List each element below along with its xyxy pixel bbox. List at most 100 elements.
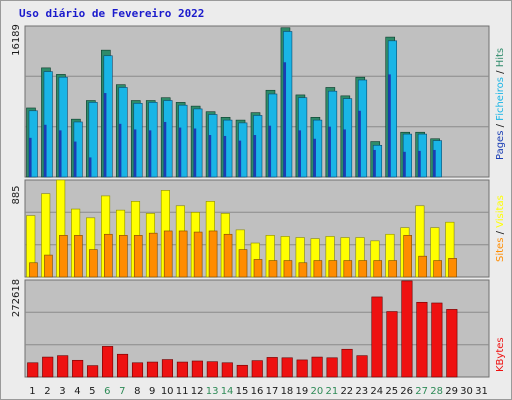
x-tick-label: 29 xyxy=(445,386,458,397)
bar-kbytes xyxy=(296,359,308,378)
bar-pages xyxy=(133,129,137,177)
bar-kbytes xyxy=(131,362,144,378)
x-tick-label: 17 xyxy=(266,386,279,397)
x-tick-label: 11 xyxy=(176,386,189,397)
x-tick-label: 23 xyxy=(355,386,368,397)
bar-sites xyxy=(59,235,68,278)
bar-kbytes xyxy=(236,364,248,378)
bar-pages xyxy=(238,140,242,177)
bar-pages xyxy=(28,137,32,177)
x-tick-label: 30 xyxy=(460,386,473,397)
x-tick-label: 7 xyxy=(119,386,125,397)
bar-pages xyxy=(328,126,331,177)
x-tick-label: 12 xyxy=(191,386,204,397)
bar-kbytes xyxy=(266,357,278,378)
bar-kbytes xyxy=(87,365,99,378)
bar-sites xyxy=(178,230,188,278)
bar-pages xyxy=(298,130,302,177)
bar-kbytes xyxy=(431,302,443,378)
y-max-label: 16189 xyxy=(11,24,22,56)
legend-kbytes: KBytes xyxy=(495,337,506,372)
bar-sites xyxy=(268,260,278,278)
x-tick-label: 6 xyxy=(104,386,110,397)
x-tick-label: 19 xyxy=(296,386,309,397)
x-tick-label: 21 xyxy=(325,386,338,397)
bar-kbytes xyxy=(27,362,39,378)
x-tick-label: 2 xyxy=(44,386,50,397)
bar-kbytes xyxy=(356,355,368,378)
bar-sites xyxy=(283,260,293,278)
bar-kbytes xyxy=(72,359,84,378)
x-tick-label: 15 xyxy=(236,386,249,397)
legend-entry: KBytes xyxy=(495,337,506,372)
bar-sites xyxy=(44,254,53,278)
bar-sites xyxy=(343,260,353,278)
legend-entry: Pages xyxy=(495,127,506,160)
x-tick-label: 25 xyxy=(385,386,398,397)
bar-sites xyxy=(118,235,128,278)
bar-files xyxy=(58,76,68,178)
chart-title: Uso diário de Fevereiro 2022 xyxy=(19,7,205,20)
bar-kbytes xyxy=(446,309,458,378)
legend-entry: / xyxy=(495,67,506,74)
bar-kbytes xyxy=(341,348,353,378)
bar-pages xyxy=(313,138,316,177)
x-tick-label: 1 xyxy=(29,386,35,397)
bar-kbytes xyxy=(326,357,338,378)
bar-sites xyxy=(433,260,442,278)
bar-sites xyxy=(193,231,203,278)
bar-kbytes xyxy=(116,353,129,378)
bar-sites xyxy=(89,249,98,278)
bar-pages xyxy=(148,130,152,177)
bar-sites xyxy=(358,260,368,278)
x-tick-label: 3 xyxy=(59,386,65,397)
bar-sites xyxy=(74,235,83,278)
x-tick-label: 18 xyxy=(281,386,294,397)
bar-sites xyxy=(208,230,218,278)
bar-sites xyxy=(418,255,427,278)
y-max-label: 885 xyxy=(11,185,22,204)
bar-sites xyxy=(403,235,412,278)
x-tick-label: 22 xyxy=(340,386,353,397)
bar-sites xyxy=(313,260,323,278)
bar-pages xyxy=(433,149,436,177)
x-tick-label: 8 xyxy=(134,386,140,397)
bar-pages xyxy=(268,125,272,177)
x-tick-label: 20 xyxy=(311,386,324,397)
bar-sites xyxy=(328,260,338,278)
bar-pages xyxy=(58,130,62,177)
x-tick-label: 9 xyxy=(149,386,155,397)
legend-entry: / xyxy=(495,121,506,128)
legend-entry: Ficheiros xyxy=(495,74,506,121)
bar-sites xyxy=(223,233,233,278)
bar-sites xyxy=(148,232,158,278)
x-tick-label: 27 xyxy=(415,386,428,397)
legend-entry: / xyxy=(495,228,506,235)
x-tick-label: 24 xyxy=(370,386,383,397)
bar-pages xyxy=(118,123,122,177)
bar-pages xyxy=(43,124,47,177)
bar-pages xyxy=(163,121,167,177)
bar-kbytes xyxy=(416,301,428,378)
x-tick-label: 14 xyxy=(221,386,234,397)
bar-kbytes xyxy=(221,362,233,378)
bar-pages xyxy=(88,157,92,177)
bar-files xyxy=(43,71,53,178)
bar-kbytes xyxy=(146,361,159,378)
bar-kbytes xyxy=(251,360,263,378)
bar-kbytes xyxy=(281,357,293,378)
bar-pages xyxy=(103,93,107,177)
x-tick-label: 28 xyxy=(430,386,443,397)
bar-pages xyxy=(253,135,257,177)
bar-kbytes xyxy=(191,360,203,378)
bar-pages xyxy=(418,150,421,177)
bar-sites xyxy=(104,233,113,278)
bar-pages xyxy=(343,129,346,177)
x-tick-label: 4 xyxy=(74,386,80,397)
bar-pages xyxy=(223,135,227,177)
bar-pages xyxy=(178,127,182,177)
bar-sites xyxy=(29,262,38,278)
x-tick-label: 16 xyxy=(251,386,264,397)
bar-sites xyxy=(253,259,263,278)
